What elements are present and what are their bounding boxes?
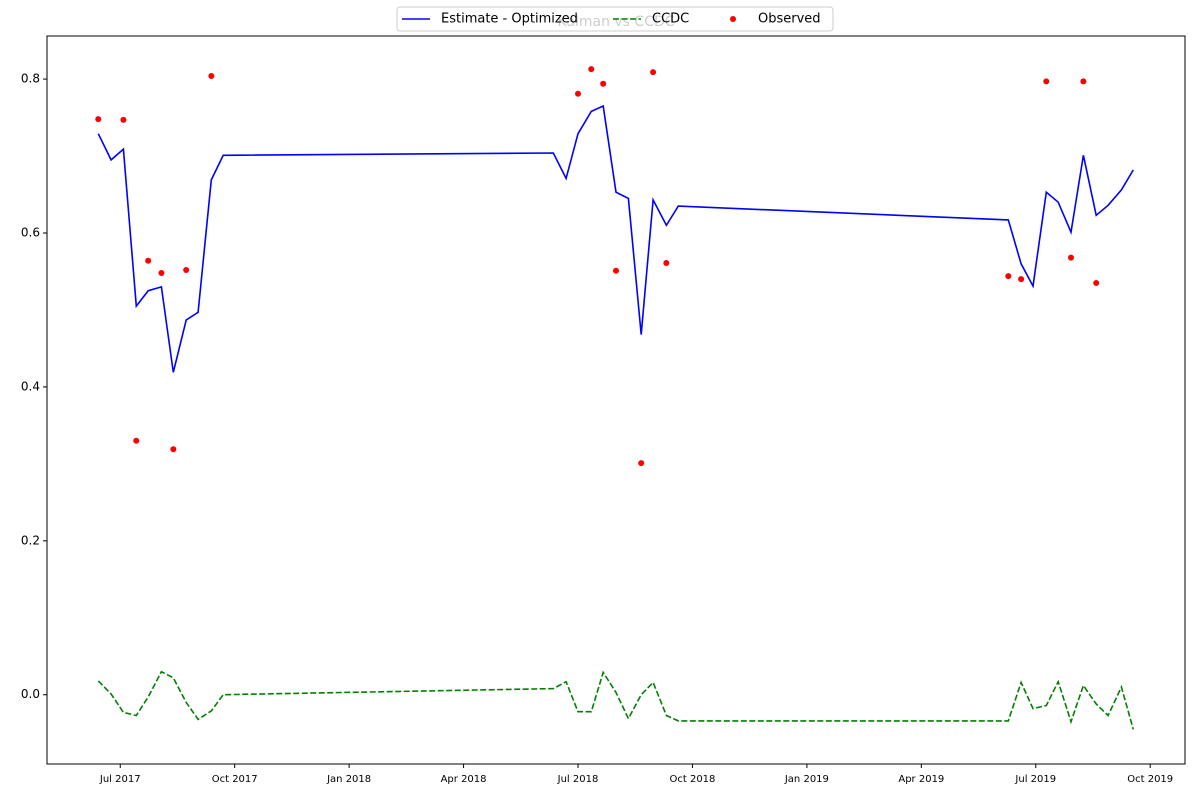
x-tick-label: Oct 2018 (669, 774, 715, 785)
legend: Estimate - Optimized CCDC Observed (396, 6, 834, 32)
x-tick-label: Jul 2018 (557, 774, 599, 785)
observed-point (575, 90, 582, 97)
observed-point (183, 266, 190, 273)
observed-point (650, 69, 657, 76)
plot-frame (46, 35, 1186, 765)
legend-label: CCDC (652, 12, 689, 27)
x-tick-label: Oct 2019 (1127, 774, 1173, 785)
observed-point (613, 267, 619, 274)
observed-point (600, 80, 607, 87)
y-tick-label: 0.0 (21, 687, 40, 701)
x-tick-label: Jan 2018 (326, 774, 371, 785)
y-tick-label: 0.2 (21, 533, 40, 547)
observed-point (170, 446, 177, 453)
legend-label: Observed (758, 12, 821, 27)
x-tick-label: Apr 2018 (441, 774, 487, 785)
observed-point (663, 260, 670, 267)
y-tick-label: 0.6 (21, 226, 40, 240)
observed-point (158, 270, 165, 277)
legend-marker (730, 16, 736, 22)
observed-point (1068, 254, 1075, 261)
observed-point (208, 73, 215, 80)
observed-point (1018, 276, 1025, 283)
series-line (97, 104, 1134, 373)
legend-label: Estimate - Optimized (441, 12, 578, 27)
observed-point (1043, 78, 1050, 85)
y-tick-label: 0.8 (21, 72, 40, 86)
x-tick-label: Jan 2019 (784, 774, 829, 785)
observed-point (120, 116, 127, 123)
observed-point (1093, 280, 1100, 287)
observed-point (1080, 78, 1087, 85)
x-tick-label: Jul 2017 (99, 774, 141, 785)
x-tick-label: Apr 2019 (898, 774, 944, 785)
x-tick-label: Jul 2019 (1014, 774, 1056, 785)
observed-point (588, 66, 595, 73)
observed-point (1005, 273, 1012, 280)
observed-point (133, 437, 140, 444)
observed-point (95, 116, 102, 123)
x-tick-label: Oct 2017 (212, 774, 258, 785)
series-line (97, 670, 1135, 730)
y-tick-label: 0.4 (21, 379, 40, 393)
observed-point (145, 257, 152, 264)
observed-point (638, 460, 645, 467)
